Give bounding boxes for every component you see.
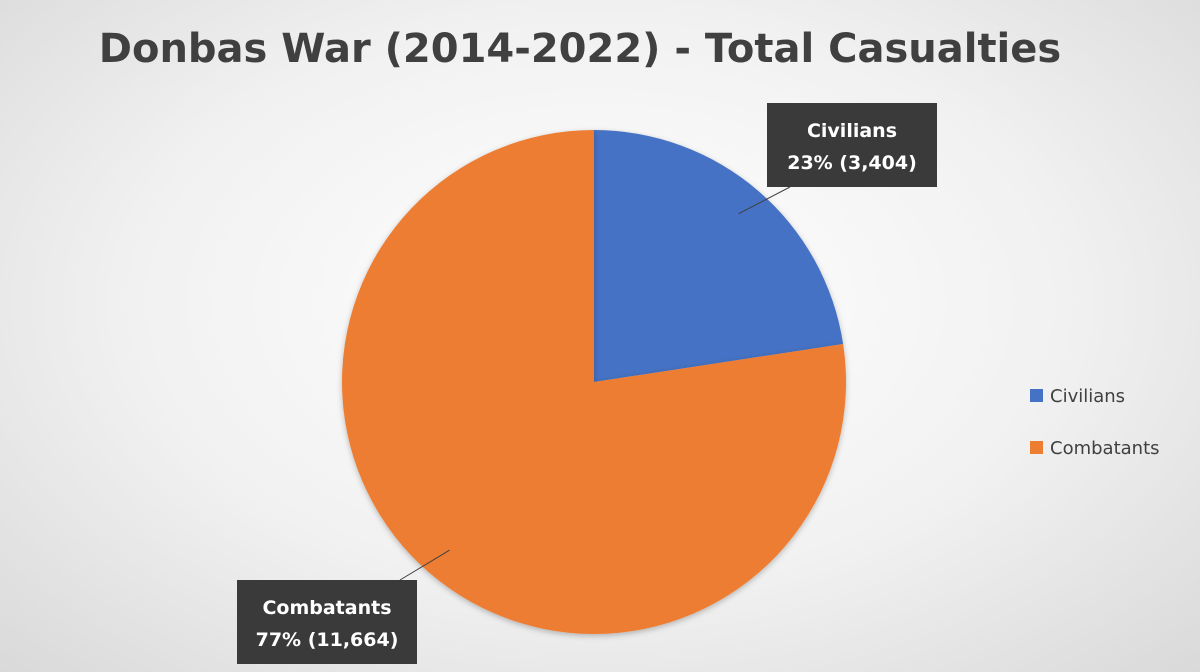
legend-swatch-combatants: [1030, 441, 1043, 454]
data-label-category-civilians: Civilians: [807, 120, 897, 142]
leader-line-civilians: [738, 186, 791, 215]
legend-label-combatants: Combatants: [1050, 438, 1160, 459]
pie-slices: [342, 130, 847, 634]
legend-swatch-civilians: [1030, 389, 1043, 402]
data-labels: Civilians 23% (3,404) Combatants 77% (11,66…: [237, 103, 937, 664]
data-label-category-combatants: Combatants: [262, 597, 391, 619]
leader-line-combatants: [399, 549, 450, 581]
legend: Civilians Combatants: [1030, 386, 1160, 459]
pie-slice-combatants: [342, 130, 847, 634]
chart-title: Donbas War (2014-2022) - Total Casualtie…: [99, 26, 1061, 72]
legend-label-civilians: Civilians: [1050, 386, 1125, 407]
data-label-box-civilians: [767, 103, 937, 187]
data-label-box-combatants: [237, 580, 417, 664]
pie-slice-civilians: [594, 130, 844, 382]
data-label-value-civilians: 23% (3,404): [787, 152, 917, 174]
data-label-value-combatants: 77% (11,664): [256, 629, 399, 651]
